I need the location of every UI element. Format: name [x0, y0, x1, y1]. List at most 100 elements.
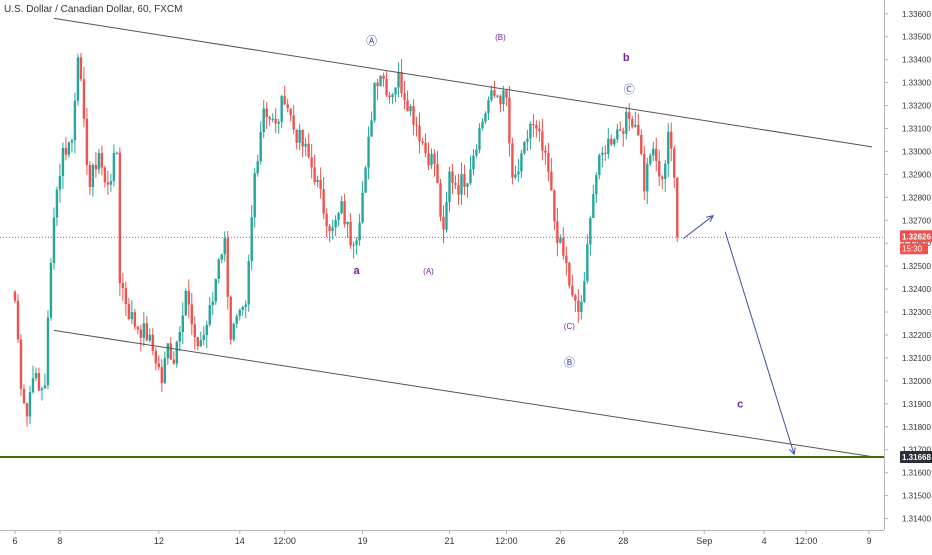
candle-body: [289, 108, 292, 116]
wave-label: (B): [495, 33, 506, 42]
candle-body: [97, 153, 101, 170]
candle-body: [586, 244, 589, 282]
x-tick-label: 26: [555, 536, 565, 546]
candle-body: [511, 143, 514, 178]
x-tick-label: Sep: [696, 536, 712, 546]
candle-body: [160, 367, 164, 383]
candle-body: [565, 255, 568, 264]
candle-body: [535, 125, 538, 129]
candle-body: [544, 150, 547, 153]
candle-body: [514, 174, 517, 178]
candle-body: [580, 301, 583, 312]
candle-body: [73, 100, 77, 141]
candle-body: [418, 125, 421, 142]
candle-body: [400, 72, 403, 94]
candles-layer: [13, 53, 679, 427]
candle-body: [469, 169, 472, 184]
y-tick-label: 1.33000: [902, 147, 931, 156]
candle-body: [358, 222, 361, 241]
candle-body: [253, 173, 256, 218]
y-tick-label: 1.32100: [902, 354, 931, 363]
candle-body: [403, 93, 406, 101]
candle-body: [640, 135, 643, 154]
candle-body: [484, 113, 487, 122]
candle-body: [247, 261, 250, 305]
candle-body: [373, 82, 376, 121]
candle-body: [622, 130, 625, 134]
candle-body: [391, 94, 394, 98]
y-tick-label: 1.32900: [902, 170, 931, 179]
candle-body: [475, 149, 478, 156]
candle-body: [547, 152, 550, 172]
candle-body: [556, 221, 559, 243]
candle-body: [598, 155, 601, 176]
y-tick-label: 1.33100: [902, 124, 931, 133]
y-tick-label: 1.33200: [902, 102, 931, 111]
candle-body: [328, 226, 331, 232]
candle-body: [550, 171, 553, 191]
candle-body: [94, 164, 98, 170]
y-tick-label: 1.31900: [902, 400, 931, 409]
candle-body: [88, 164, 92, 187]
candle-body: [220, 254, 223, 260]
candle-body: [34, 373, 38, 379]
candle-body: [502, 90, 505, 105]
support-price-tag: [900, 451, 932, 464]
candle-body: [445, 202, 448, 230]
candle-body: [316, 179, 319, 183]
candle-body: [385, 79, 388, 96]
candle-body: [466, 183, 469, 187]
candle-body: [232, 323, 235, 340]
candle-body: [658, 160, 661, 177]
x-tick-label: 12:00: [273, 536, 296, 546]
candle-body: [82, 79, 86, 119]
candle-body: [115, 152, 119, 154]
candle-body: [478, 128, 481, 150]
candle-body: [655, 148, 658, 161]
candle-body: [433, 153, 436, 164]
chart-title: U.S. Dollar / Canadian Dollar, 60, FXCM: [4, 4, 183, 15]
candle-body: [295, 129, 298, 143]
candle-body: [349, 221, 352, 246]
candle-body: [235, 316, 238, 324]
candle-body: [493, 90, 496, 96]
candle-body: [46, 317, 50, 386]
wave-label: Ⓑ: [564, 356, 575, 369]
candle-body: [649, 155, 652, 164]
y-tick-label: 1.33400: [902, 56, 931, 65]
candle-body: [205, 324, 208, 336]
candle-body: [217, 259, 220, 279]
candle-body: [16, 300, 20, 340]
candle-body: [250, 217, 253, 262]
candle-body: [61, 147, 65, 177]
candle-body: [151, 334, 155, 351]
x-tick-label: 28: [618, 536, 628, 546]
x-tick-label: 19: [358, 536, 368, 546]
candle-body: [370, 120, 373, 137]
candle-body: [175, 341, 178, 364]
current-price-tag: [900, 230, 932, 243]
candle-body: [25, 403, 29, 417]
candle-body: [202, 335, 205, 341]
channel-upper-line: [53, 17, 873, 148]
candle-body: [481, 121, 484, 129]
candle-body: [631, 119, 634, 127]
candle-body: [382, 75, 385, 80]
y-tick-label: 1.31600: [902, 469, 931, 478]
candle-body: [592, 194, 595, 219]
candle-body: [262, 108, 265, 133]
candle-body: [337, 213, 340, 221]
candle-body: [283, 96, 286, 105]
candle-body: [121, 283, 125, 289]
candle-body: [676, 177, 679, 238]
candle-body: [319, 179, 322, 190]
candle-body: [367, 136, 370, 168]
candle-body: [112, 152, 116, 182]
candle-body: [31, 378, 35, 393]
candle-body: [325, 213, 328, 227]
candle-body: [490, 90, 493, 101]
candle-body: [103, 167, 107, 183]
candle-body: [67, 142, 71, 155]
candle-body: [304, 143, 307, 147]
